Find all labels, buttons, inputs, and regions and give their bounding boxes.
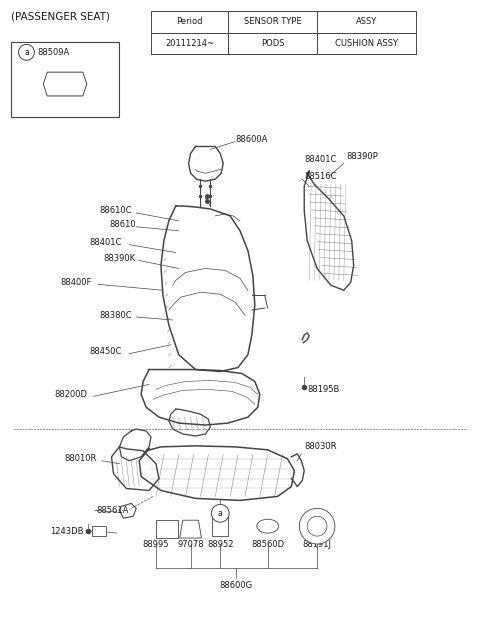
Ellipse shape xyxy=(257,519,278,533)
Text: 88952: 88952 xyxy=(207,539,233,548)
Text: 88995: 88995 xyxy=(143,539,169,548)
Text: 88600G: 88600G xyxy=(219,581,252,590)
Text: Period: Period xyxy=(176,17,203,26)
Text: 88561A: 88561A xyxy=(96,506,129,515)
Text: 88509A: 88509A xyxy=(37,48,70,57)
Bar xyxy=(317,32,416,54)
Text: a: a xyxy=(24,48,29,57)
Bar xyxy=(228,11,317,32)
Bar xyxy=(212,516,228,536)
Text: 88191J: 88191J xyxy=(302,539,332,548)
Text: SENSOR TYPE: SENSOR TYPE xyxy=(244,17,301,26)
Text: 20111214~: 20111214~ xyxy=(165,39,214,48)
Text: 88195B: 88195B xyxy=(307,385,339,394)
Text: 88200D: 88200D xyxy=(54,390,87,399)
Text: 88390K: 88390K xyxy=(104,254,136,263)
Bar xyxy=(156,520,178,538)
Circle shape xyxy=(307,516,327,536)
Circle shape xyxy=(19,45,35,60)
Text: a: a xyxy=(218,509,223,518)
Text: 1243DB: 1243DB xyxy=(50,527,84,536)
Bar xyxy=(317,11,416,32)
Text: 88610C: 88610C xyxy=(100,207,132,216)
Bar xyxy=(228,32,317,54)
Text: 88010R: 88010R xyxy=(64,454,96,463)
Text: ASSY: ASSY xyxy=(356,17,377,26)
Text: 88516C: 88516C xyxy=(304,172,337,181)
Text: 88030R: 88030R xyxy=(304,443,337,452)
Text: 88560D: 88560D xyxy=(251,539,284,548)
Text: (PASSENGER SEAT): (PASSENGER SEAT) xyxy=(11,11,110,22)
Text: 88450C: 88450C xyxy=(90,347,122,356)
Text: 88401C: 88401C xyxy=(304,155,336,164)
Circle shape xyxy=(211,504,229,522)
Text: CUSHION ASSY: CUSHION ASSY xyxy=(335,39,398,48)
Text: PODS: PODS xyxy=(261,39,284,48)
Bar xyxy=(151,11,228,32)
Bar xyxy=(151,32,228,54)
Text: 88390P: 88390P xyxy=(347,152,379,161)
Text: 88401C: 88401C xyxy=(90,238,122,247)
Text: 88610: 88610 xyxy=(109,220,136,230)
Circle shape xyxy=(300,508,335,544)
Bar xyxy=(92,526,106,536)
Text: 88600A: 88600A xyxy=(235,135,267,144)
Bar xyxy=(11,43,120,117)
Text: 88380C: 88380C xyxy=(100,310,132,319)
Text: 88400F: 88400F xyxy=(60,278,92,287)
Text: 97078: 97078 xyxy=(177,539,204,548)
